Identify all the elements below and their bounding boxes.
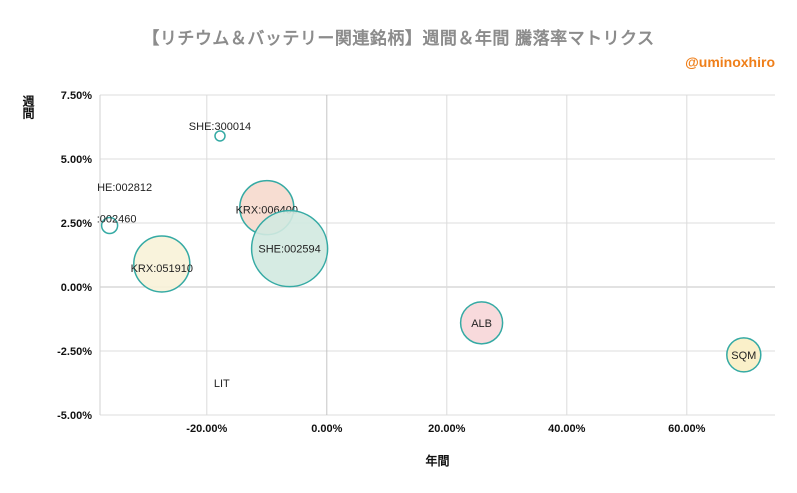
x-tick-label: -20.00% [186, 423, 227, 435]
x-axis-title: 年間 [425, 454, 450, 468]
y-tick-label: 5.00% [61, 154, 92, 166]
y-tick-label: 0.00% [61, 282, 92, 294]
bubble-label: SHE:300014 [189, 121, 251, 133]
bubble-KRX:051910[interactable] [133, 235, 191, 293]
bubble-label: :002460 [97, 214, 137, 226]
bubble-:002460[interactable] [100, 216, 119, 235]
y-axis-title: 週間 [21, 95, 35, 119]
y-tick-label: 7.50% [61, 90, 92, 102]
bubble-label: LIT [214, 378, 230, 390]
bubble-label: ALB [471, 318, 492, 330]
credit-watermark: @uminoxhiro [685, 54, 775, 70]
chart-title: 【リチウム＆バッテリー関連銘柄】週間＆年間 騰落率マトリクス [142, 29, 655, 48]
bubble-label: HE:002812 [97, 182, 152, 194]
bubble-label: SQM [731, 350, 756, 362]
x-tick-label: 40.00% [548, 423, 586, 435]
bubble-SHE:002594[interactable] [250, 209, 329, 288]
y-tick-label: -2.50% [57, 346, 92, 358]
bubble-SHE:300014[interactable] [214, 130, 226, 142]
x-tick-label: 60.00% [668, 423, 706, 435]
y-tick-label: 2.50% [61, 218, 92, 230]
bubble-SQM[interactable] [726, 337, 762, 373]
x-tick-label: 0.00% [311, 423, 342, 435]
bubble-label: KRX:051910 [131, 263, 193, 275]
x-tick-label: 20.00% [428, 423, 466, 435]
y-tick-label: -5.00% [57, 410, 92, 422]
bubble-label: SHE:002594 [258, 244, 320, 256]
bubble-ALB[interactable] [459, 301, 504, 345]
